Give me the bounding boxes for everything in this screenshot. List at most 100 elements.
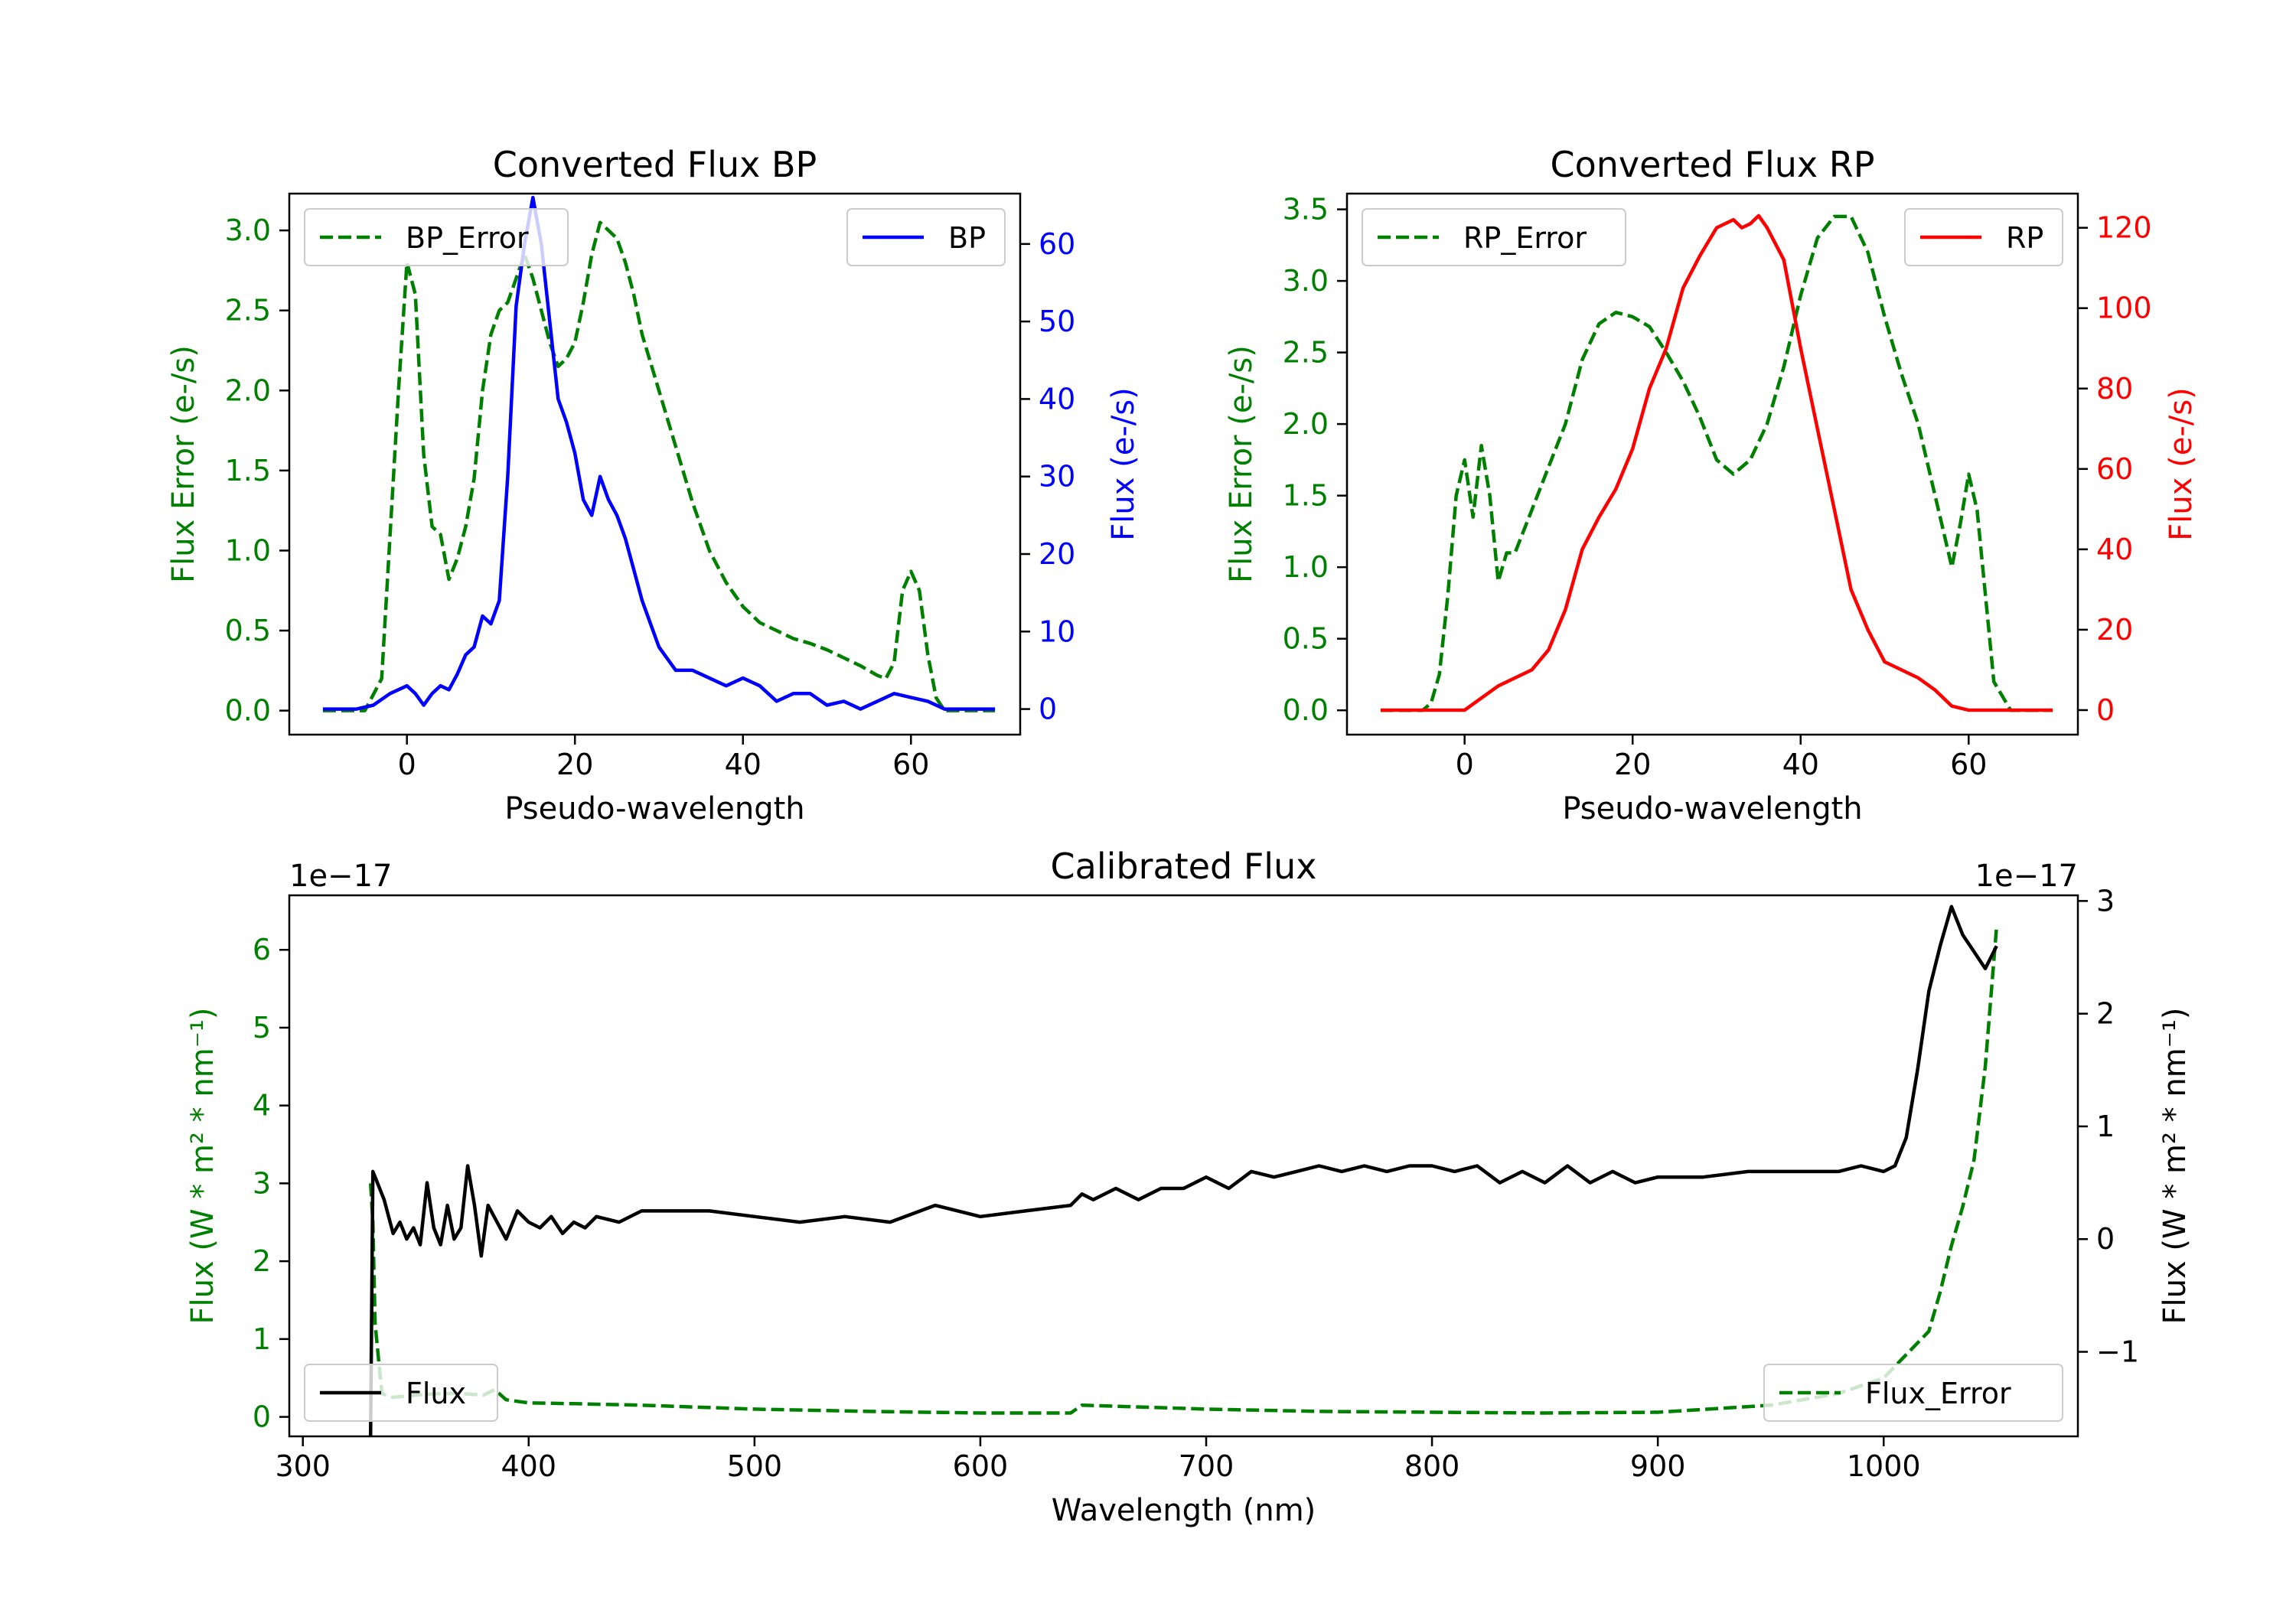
- panel-1: 0 20 40 60 0.0 0.5 1.0 1.5 2.0 2.5 3.0 0 10 20 30 40 50 6…: [166, 144, 1141, 826]
- legend-right: BP: [846, 208, 1006, 266]
- y-left-tick-label: 2.5: [1283, 336, 1329, 370]
- legend-box: [304, 208, 569, 266]
- y-right-tick-label: 80: [2096, 372, 2133, 406]
- x-tick-label: 700: [1179, 1449, 1234, 1483]
- y-right-axis-label: Flux (e-/s): [2164, 387, 2199, 540]
- y-right-tick-label: 20: [2096, 613, 2133, 647]
- x-tick-label: 0: [1456, 748, 1474, 781]
- y-right-tick-label: 10: [1039, 614, 1075, 648]
- y-left-axis-label: Flux (W * m² * nm⁻¹): [185, 1008, 220, 1325]
- y-left-tick-label: 2.0: [225, 373, 271, 407]
- y-left-tick-label: 0: [253, 1400, 271, 1434]
- y-left-tick-label: 3.0: [225, 214, 271, 247]
- y-left-axis-label: Flux Error (e-/s): [166, 345, 201, 583]
- y-right-tick-label: 40: [1039, 382, 1075, 416]
- x-tick-label: 300: [275, 1449, 331, 1483]
- y-right-tick-label: 0: [1039, 693, 1057, 726]
- y-right-offset-text: 1e−17: [1975, 859, 2078, 894]
- x-tick-label: 60: [1950, 748, 1987, 781]
- series-line-rp-error: [1380, 214, 2053, 712]
- y-left-tick-label: 1.5: [1283, 479, 1329, 513]
- y-left-tick-label: 0.5: [225, 614, 271, 647]
- x-tick-label: 500: [727, 1449, 783, 1483]
- panel-2: 0 20 40 60 0.0 0.5 1.0 1.5 2.0 2.5 3.0 3.5 0 20 40 60 80…: [1224, 144, 2199, 826]
- legend-left: BP_Error: [304, 208, 569, 266]
- x-tick-label: 20: [1614, 748, 1651, 781]
- chart-title: Converted Flux BP: [493, 144, 817, 185]
- panel-3: 300 400 500 600 700 800 900 1000 0 1 2 3 4 5 6 −1 0 1 2 3 Ca…: [185, 846, 2193, 1528]
- chart-title: Converted Flux RP: [1551, 144, 1875, 185]
- y-left-tick-label: 1.0: [1283, 550, 1329, 584]
- y-left-tick-label: 3: [253, 1166, 271, 1200]
- legend-label: Flux: [406, 1377, 466, 1410]
- axes-frame: [1345, 192, 2079, 736]
- legend-box: [1362, 208, 1626, 266]
- chart-title: Calibrated Flux: [1051, 846, 1317, 887]
- y-right-axis-label: Flux (e-/s): [1106, 387, 1141, 540]
- x-tick-label: 40: [1782, 748, 1819, 781]
- y-right-tick-label: 20: [1039, 537, 1075, 571]
- series-line-bp: [322, 195, 996, 711]
- y-left-tick-label: 2.5: [225, 294, 271, 328]
- x-tick-label: 1000: [1847, 1449, 1921, 1483]
- y-right-tick-label: 2: [2096, 997, 2115, 1031]
- y-right-tick-label: 0: [2096, 1222, 2115, 1256]
- y-right-tick-label: 30: [1039, 460, 1075, 494]
- y-right-tick-label: 1: [2096, 1110, 2115, 1143]
- y-left-tick-label: 1: [253, 1322, 271, 1356]
- y-right-axis-label: Flux (W * m² * nm⁻¹): [2157, 1008, 2193, 1325]
- legend-label: Flux_Error: [1865, 1377, 2011, 1410]
- y-left-tick-label: 5: [253, 1011, 271, 1045]
- x-tick-label: 900: [1630, 1449, 1686, 1483]
- y-left-tick-label: 6: [253, 933, 271, 966]
- series-line-bp-error: [322, 220, 996, 712]
- y-left-tick-label: 3.5: [1283, 193, 1329, 227]
- y-right-tick-label: 60: [2096, 452, 2133, 486]
- y-left-tick-label: 3.0: [1283, 264, 1329, 298]
- x-tick-label: 800: [1404, 1449, 1460, 1483]
- y-left-tick-label: 2.0: [1283, 407, 1329, 441]
- legend-box: [846, 208, 1006, 266]
- legend-label: BP: [948, 221, 986, 255]
- legend-left: RP_Error: [1362, 208, 1626, 266]
- x-axis-label: Pseudo-wavelength: [1562, 791, 1862, 826]
- legend-box: [1763, 1364, 2063, 1422]
- x-tick-label: 600: [953, 1449, 1009, 1483]
- y-right-tick-label: 120: [2096, 211, 2152, 245]
- series-line-rp: [1380, 214, 2053, 712]
- y-left-tick-label: 0.0: [1283, 693, 1329, 727]
- legend-label: BP_Error: [406, 221, 529, 255]
- y-right-tick-label: 40: [2096, 533, 2133, 566]
- y-right-tick-label: −1: [2096, 1335, 2139, 1369]
- y-left-tick-label: 0.5: [1283, 622, 1329, 656]
- legend-box: [304, 1364, 498, 1422]
- x-tick-label: 0: [398, 748, 416, 781]
- y-left-tick-label: 2: [253, 1244, 271, 1278]
- y-right-tick-label: 50: [1039, 305, 1075, 338]
- y-right-tick-label: 60: [1039, 227, 1075, 261]
- y-right-tick-label: 3: [2096, 884, 2115, 918]
- panels: 0 20 40 600.00.51.01.52.02.53.0010203040506…: [166, 144, 2199, 1528]
- legend-label: RP_Error: [1463, 221, 1587, 255]
- y-right-tick-label: 100: [2096, 292, 2152, 325]
- y-right-tick-label: 0: [2096, 693, 2115, 727]
- legend-right: RP: [1904, 208, 2063, 266]
- axes-frame: [288, 192, 1022, 736]
- x-tick-label: 20: [556, 748, 593, 781]
- x-axis-label: Wavelength (nm): [1052, 1493, 1316, 1528]
- legend-box: [1904, 208, 2063, 266]
- y-left-axis-label: Flux Error (e-/s): [1224, 345, 1259, 583]
- y-left-tick-label: 0.0: [225, 694, 271, 728]
- x-tick-label: 60: [892, 748, 929, 781]
- y-left-tick-label: 1.0: [225, 533, 271, 567]
- x-tick-label: 40: [725, 748, 762, 781]
- legend-right: Flux_Error: [1763, 1364, 2063, 1422]
- legend-left: Flux: [304, 1364, 498, 1422]
- legend-label: RP: [2006, 221, 2043, 255]
- series-line-flux: [368, 905, 1998, 1436]
- axes-frame: [288, 894, 2079, 1438]
- y-left-tick-label: 4: [253, 1089, 271, 1123]
- y-left-offset-text: 1e−17: [289, 859, 392, 894]
